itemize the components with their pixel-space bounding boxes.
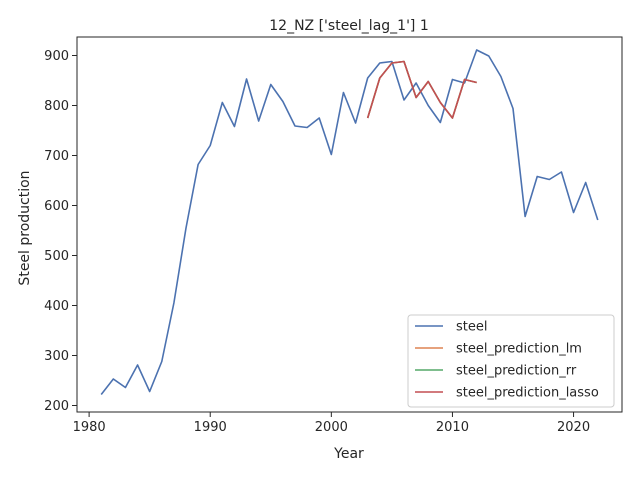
y-tick-label: 900 <box>44 49 69 64</box>
chart-title: 12_NZ ['steel_lag_1'] 1 <box>269 18 428 34</box>
plot-area: 1980 1990 2000 2010 2020 200 300 400 500 600 700 80… <box>44 36 623 435</box>
y-axis-label: Steel production <box>17 170 33 285</box>
y-tick-label: 500 <box>44 249 69 264</box>
series-line-steel <box>100 49 599 395</box>
y-tick-label: 600 <box>44 199 69 214</box>
x-tick-label: 2000 <box>315 420 348 435</box>
axes-frame <box>76 36 623 413</box>
x-axis-label: Year <box>333 446 364 462</box>
y-tick-label: 700 <box>44 149 69 164</box>
legend-box <box>407 314 615 408</box>
legend-label: steel_prediction_rr <box>456 364 577 379</box>
y-tick-label: 800 <box>44 99 69 114</box>
x-tick-label: 1990 <box>194 420 227 435</box>
x-tick-label: 2010 <box>436 420 469 435</box>
legend-label: steel_prediction_lm <box>456 342 582 357</box>
y-tick-label: 400 <box>44 299 69 314</box>
x-tick-label: 1980 <box>73 420 106 435</box>
legend-label: steel <box>456 320 487 335</box>
legend-label: steel_prediction_lasso <box>456 386 599 401</box>
y-tick-label: 200 <box>44 399 69 414</box>
y-tick-label: 300 <box>44 349 69 364</box>
x-tick-label: 2020 <box>557 420 590 435</box>
series-line-steel_prediction_lasso <box>366 60 477 119</box>
